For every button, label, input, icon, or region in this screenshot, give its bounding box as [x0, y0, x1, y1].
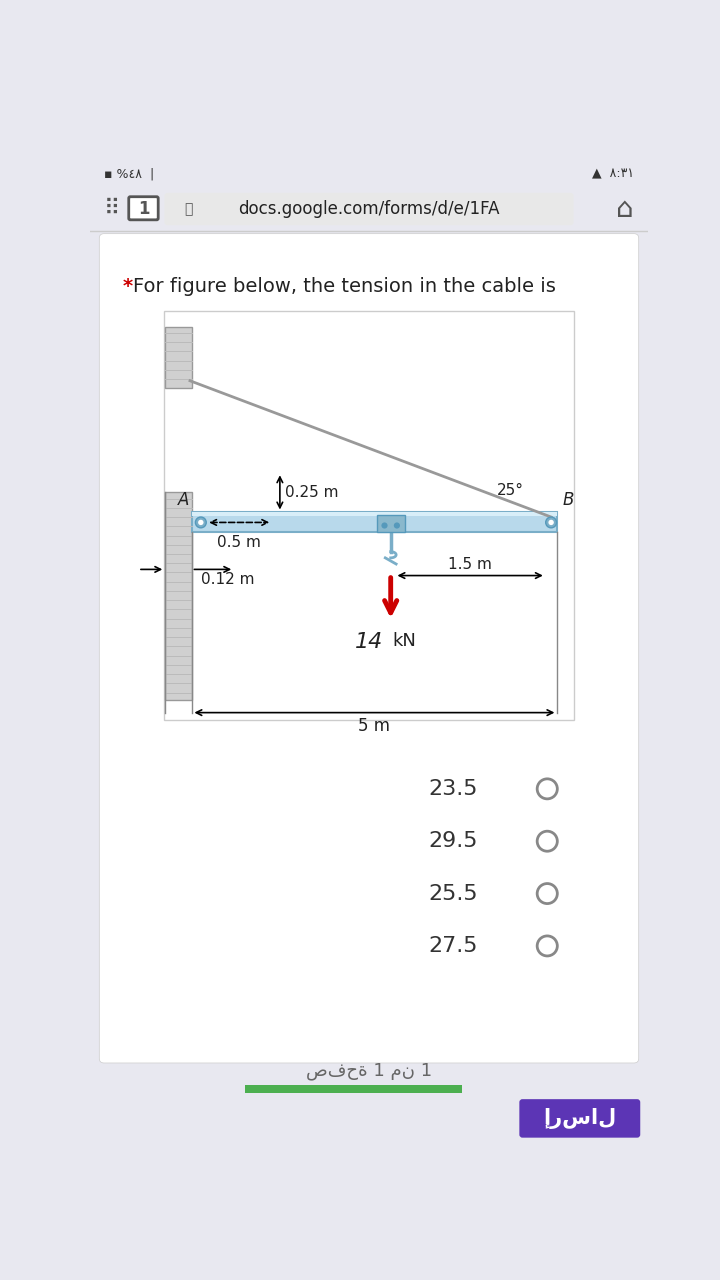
- Text: 23.5: 23.5: [428, 778, 477, 799]
- Bar: [192, 512, 557, 532]
- Text: 25.5: 25.5: [428, 883, 477, 904]
- Bar: [245, 1085, 462, 1093]
- Circle shape: [382, 522, 387, 529]
- Circle shape: [198, 520, 204, 525]
- Text: 14: 14: [355, 632, 383, 652]
- Text: *: *: [122, 276, 132, 296]
- Text: 0.12 m: 0.12 m: [201, 572, 254, 586]
- Text: 25°: 25°: [497, 484, 524, 498]
- Circle shape: [394, 522, 400, 529]
- FancyBboxPatch shape: [519, 1100, 640, 1138]
- FancyBboxPatch shape: [99, 234, 639, 1062]
- Bar: [192, 512, 557, 516]
- Text: A: A: [178, 492, 189, 509]
- Bar: [165, 326, 192, 388]
- Text: 0.5 m: 0.5 m: [217, 535, 261, 549]
- Text: 1: 1: [138, 200, 149, 218]
- Circle shape: [549, 520, 554, 525]
- Bar: [165, 493, 192, 700]
- Text: For figure below, the tension in the cable is: For figure below, the tension in the cab…: [132, 276, 556, 296]
- FancyBboxPatch shape: [129, 197, 158, 220]
- Text: ▪ %٤٨  |: ▪ %٤٨ |: [104, 168, 154, 180]
- Text: ▲  ٨:٣١: ▲ ٨:٣١: [592, 168, 634, 180]
- Bar: [245, 1085, 462, 1093]
- Text: إرسال: إرسال: [543, 1108, 616, 1129]
- FancyBboxPatch shape: [164, 193, 574, 225]
- Text: B: B: [562, 492, 574, 509]
- Text: 0.25 m: 0.25 m: [284, 485, 338, 500]
- Text: 🔒: 🔒: [184, 202, 193, 216]
- Circle shape: [195, 517, 206, 527]
- Text: صفحة 1 من 1: صفحة 1 من 1: [306, 1062, 432, 1080]
- Bar: [163, 311, 575, 719]
- Text: ⌂: ⌂: [616, 195, 634, 223]
- Bar: [377, 515, 405, 532]
- Text: 27.5: 27.5: [428, 936, 477, 956]
- Text: 1.5 m: 1.5 m: [448, 558, 492, 572]
- Circle shape: [546, 517, 557, 527]
- Text: docs.google.com/forms/d/e/1FA: docs.google.com/forms/d/e/1FA: [238, 200, 500, 218]
- Text: 29.5: 29.5: [428, 831, 477, 851]
- Text: ⠿: ⠿: [104, 198, 120, 219]
- Text: kN: kN: [392, 632, 416, 650]
- Text: 5 m: 5 m: [359, 717, 390, 735]
